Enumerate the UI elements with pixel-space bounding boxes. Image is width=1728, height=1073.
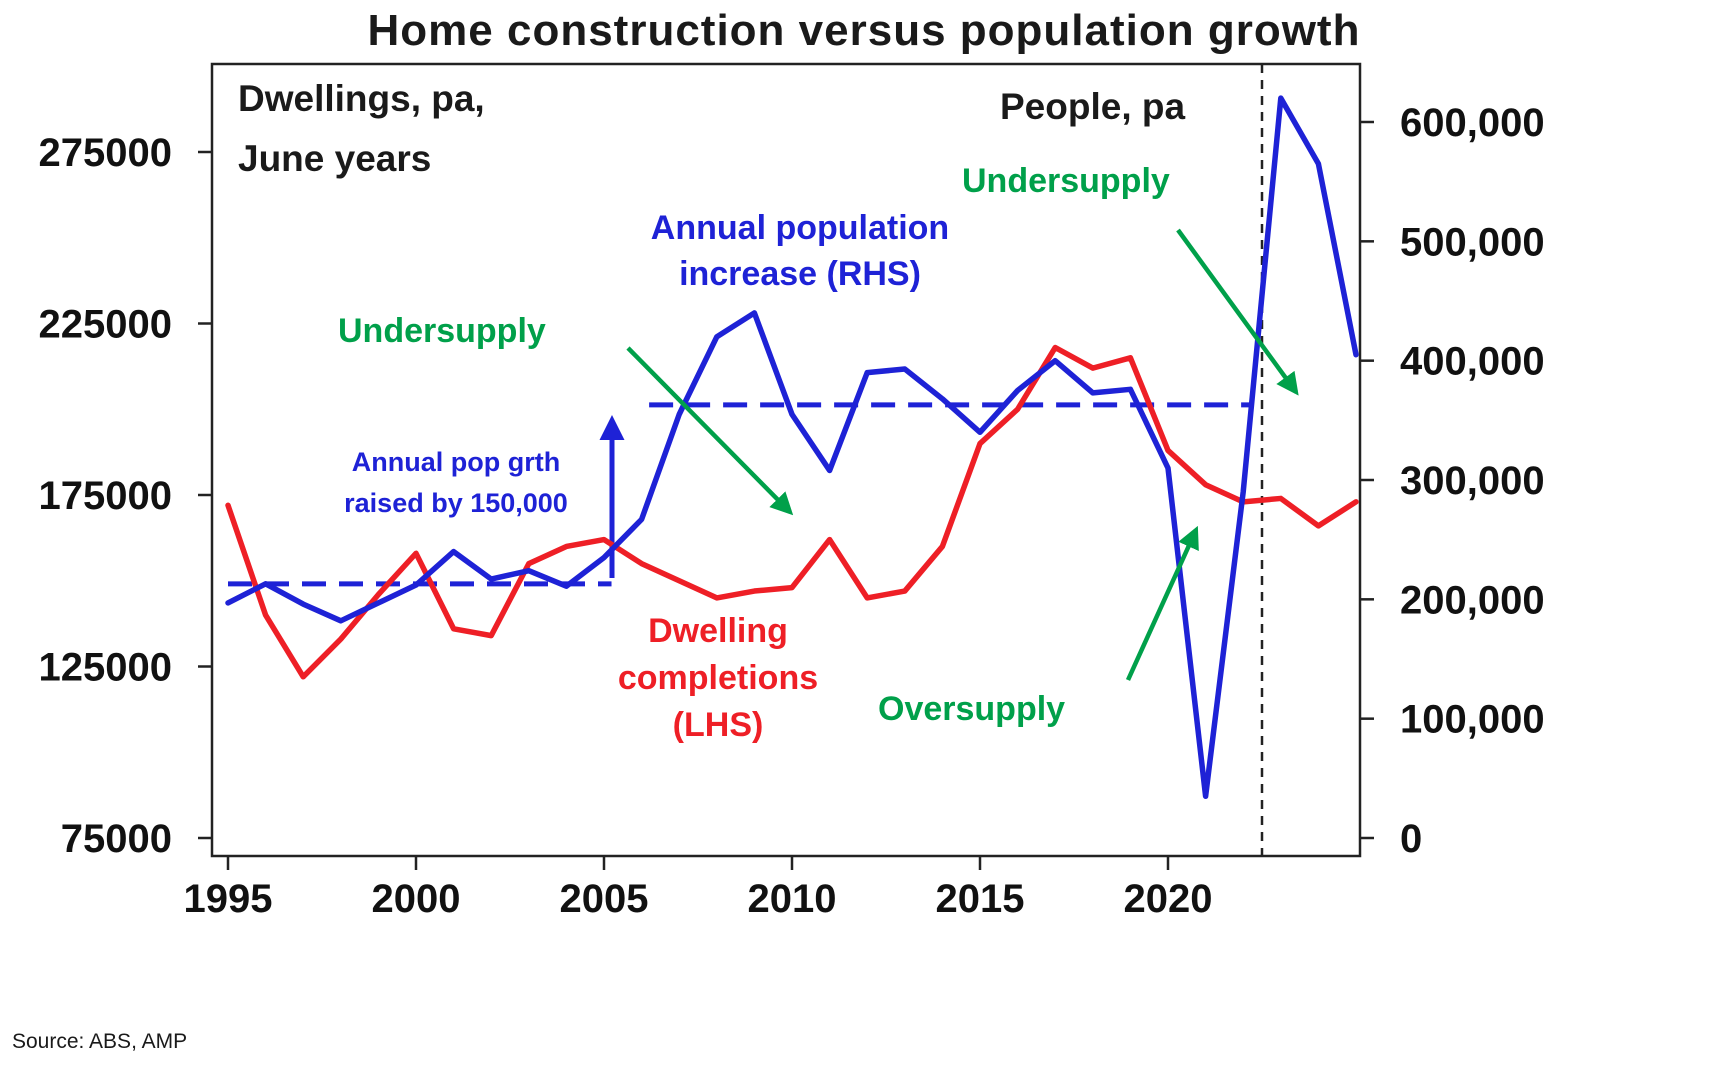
svg-text:175000: 175000: [39, 474, 172, 518]
source-note: Source: ABS, AMP: [12, 1030, 188, 1053]
svg-text:75000: 75000: [61, 817, 172, 861]
right-axis-caption: People, pa: [1000, 86, 1186, 127]
left-axis-caption-line1: Dwellings, pa,: [238, 78, 485, 119]
svg-text:2005: 2005: [560, 877, 649, 921]
red-series-annotation-line1: Dwelling: [648, 612, 788, 650]
pop-growth-raise-line2: raised by 150,000: [344, 487, 568, 518]
svg-text:2010: 2010: [748, 877, 837, 921]
svg-text:2000: 2000: [372, 877, 461, 921]
pop-growth-raise-line1: Annual pop grth: [351, 447, 561, 477]
red-series-annotation-line3: (LHS): [672, 705, 764, 744]
blue-series-annotation-line2: increase (RHS): [679, 254, 921, 293]
undersupply-annotation-left: Undersupply: [338, 312, 546, 350]
svg-text:100,000: 100,000: [1400, 698, 1545, 742]
chart-title: Home construction versus population grow…: [367, 6, 1361, 55]
oversupply-annotation: Oversupply: [878, 690, 1066, 728]
svg-text:200,000: 200,000: [1400, 578, 1545, 622]
svg-text:600,000: 600,000: [1400, 101, 1545, 145]
svg-text:500,000: 500,000: [1400, 220, 1545, 264]
svg-text:275000: 275000: [39, 131, 172, 175]
blue-series-annotation: Annual population increase (RHS): [600, 206, 1000, 298]
red-series-annotation-line2: completions: [617, 658, 819, 697]
svg-text:0: 0: [1400, 817, 1422, 861]
svg-text:300,000: 300,000: [1400, 459, 1545, 503]
svg-text:400,000: 400,000: [1400, 340, 1545, 384]
svg-text:125000: 125000: [39, 646, 172, 690]
svg-text:2020: 2020: [1124, 877, 1213, 921]
left-axis-caption-line2: June years: [238, 138, 432, 179]
svg-text:2015: 2015: [936, 877, 1025, 921]
red-series-annotation: Dwelling completions (LHS): [588, 608, 848, 749]
svg-text:225000: 225000: [39, 303, 172, 347]
pop-growth-raise-annotation: Annual pop grth raised by 150,000: [306, 442, 606, 523]
blue-series-annotation-line1: Annual population: [650, 209, 950, 247]
undersupply-annotation-right: Undersupply: [962, 162, 1170, 200]
svg-text:1995: 1995: [184, 877, 273, 921]
